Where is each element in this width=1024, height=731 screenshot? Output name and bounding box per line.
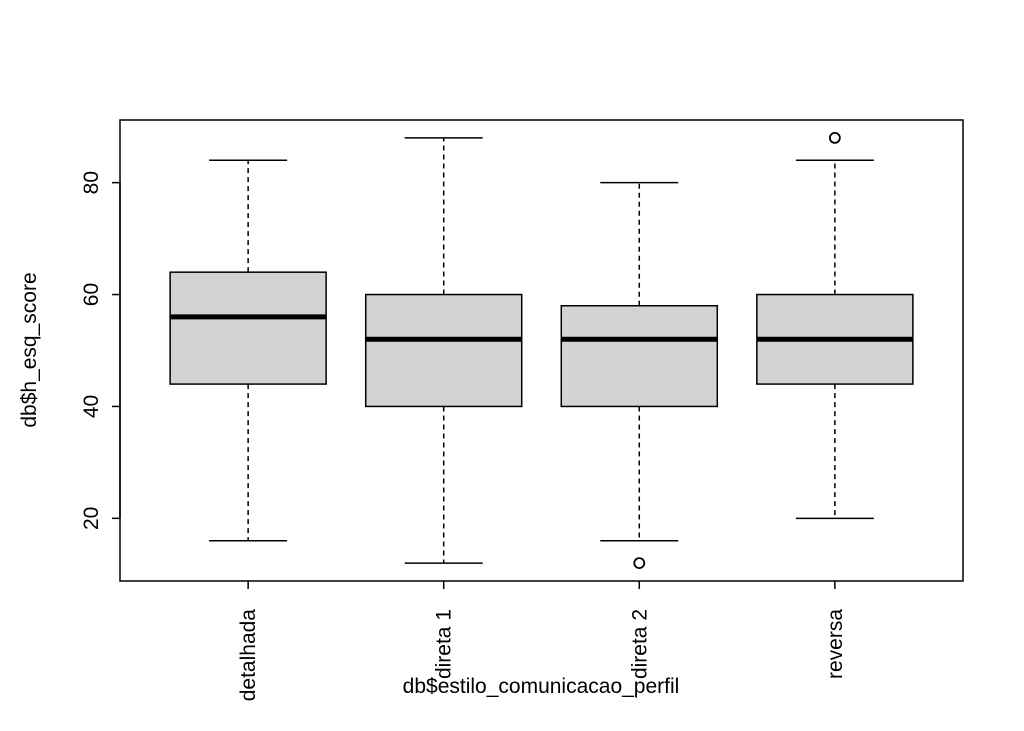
iqr-box — [169, 271, 327, 385]
y-tick-label: 40 — [80, 395, 103, 418]
y-axis: 20 40 60 80 — [80, 171, 121, 530]
x-tick-label: reversa — [824, 609, 847, 679]
x-axis-title: db$estilo_comunicacao_perfil — [403, 675, 680, 698]
iqr-box — [364, 293, 523, 408]
x-tick-label: direta 2 — [628, 609, 651, 679]
box-3 — [560, 181, 719, 569]
x-tick-label: direta 1 — [433, 609, 456, 679]
outlier-point — [828, 132, 841, 144]
x-axis: detalhada direta 1 direta 2 reversa — [237, 581, 847, 701]
box-4 — [756, 132, 914, 520]
iqr-box — [560, 304, 719, 408]
box-1 — [169, 159, 327, 542]
y-axis-title: db$h_esq_score — [18, 272, 41, 427]
outlier-point — [633, 557, 646, 569]
y-tick-label: 60 — [80, 283, 103, 306]
boxes-layer — [169, 132, 914, 569]
y-tick-label: 80 — [80, 171, 103, 194]
y-tick-label: 20 — [80, 507, 103, 530]
box-2 — [364, 137, 523, 564]
x-tick-label: detalhada — [237, 609, 260, 702]
